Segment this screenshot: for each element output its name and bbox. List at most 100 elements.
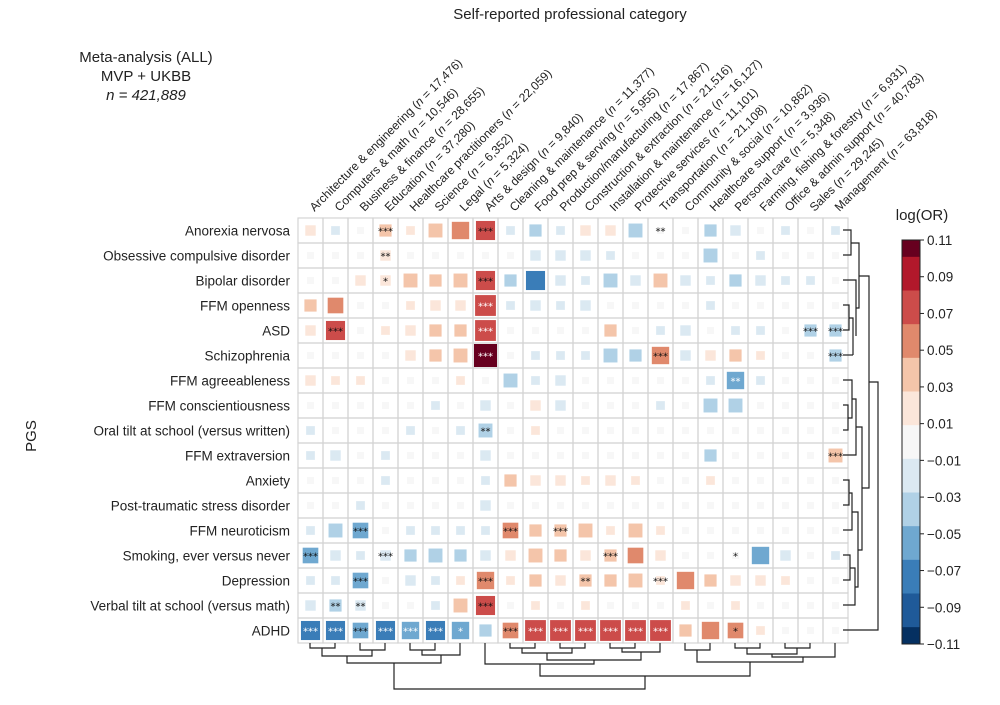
heatmap-cell (632, 252, 639, 259)
heatmap-cell (828, 448, 843, 463)
heatmap-cell (380, 250, 391, 261)
heatmap-cell (329, 599, 342, 612)
heatmap-cell (605, 475, 616, 486)
heatmap-cell (581, 276, 590, 285)
heatmap-cell (679, 624, 692, 637)
colorbar-label: log(OR) (896, 207, 949, 224)
significance-stars: *** (478, 327, 493, 338)
heatmap-cell (382, 352, 389, 359)
heatmap-cell (330, 550, 341, 561)
heatmap-cell (607, 377, 614, 384)
heatmap-cell (706, 476, 715, 485)
heatmap-cell (580, 225, 591, 236)
heatmap-cell (676, 571, 695, 590)
heatmap-cell (530, 300, 541, 311)
heatmap-cell (782, 302, 789, 309)
heatmap-grid: *** *** ***** ********* *** *** ****** *** *****… (297, 217, 849, 644)
heatmap-cell (807, 352, 814, 359)
heatmap-cell (607, 452, 614, 459)
heatmap-cell (581, 476, 590, 485)
heatmap-cell (757, 402, 764, 409)
heatmap-cell (581, 351, 590, 360)
significance-stars: *** (353, 527, 368, 538)
heatmap-cell (305, 375, 316, 386)
heatmap-cell (807, 477, 814, 484)
heatmap-cell (431, 401, 440, 410)
significance-stars: ** (331, 602, 341, 613)
heatmap-cell (657, 252, 664, 259)
significance-stars: * (733, 552, 738, 563)
row-label: FFM extraversion (185, 449, 290, 464)
heatmap-cell (425, 620, 446, 641)
row-label: FFM openness (200, 299, 290, 314)
colorbar-band (902, 240, 920, 258)
colorbar-tick-label: −0.11 (927, 637, 960, 652)
heatmap-cell (603, 348, 618, 363)
colorbar-tick-label: 0.03 (927, 380, 953, 395)
colorbar-band (902, 391, 920, 426)
heatmap-cell (507, 327, 514, 334)
heatmap-cell (707, 552, 714, 559)
colorbar-band (902, 290, 920, 325)
heatmap-cell (657, 377, 664, 384)
heatmap-cell (704, 449, 717, 462)
heatmap-cell (832, 427, 839, 434)
heatmap-cell (704, 224, 717, 237)
heatmap-cell (475, 295, 496, 316)
heatmap-cell (682, 227, 689, 234)
row-label: FFM neuroticism (189, 524, 290, 539)
heatmap-cell (832, 577, 839, 584)
heatmap-cell (380, 275, 391, 286)
heatmap-cell (578, 523, 593, 538)
heatmap-cell (630, 275, 641, 286)
heatmap-cell (307, 477, 314, 484)
heatmap-cell (632, 402, 639, 409)
heatmap-cell (406, 526, 415, 535)
heatmap-cell (506, 576, 515, 585)
heatmap-cell (480, 400, 491, 411)
colorbar-tick-label: −0.03 (927, 490, 961, 505)
heatmap-cell (507, 427, 514, 434)
heatmap-cell (732, 527, 739, 534)
row-label: Anxiety (246, 474, 291, 489)
colorbar-band (902, 559, 920, 594)
column-dendrogram (309, 643, 836, 690)
heatmap-cell (480, 550, 491, 561)
heatmap-cell (757, 502, 764, 509)
heatmap-cell (431, 526, 440, 535)
heatmap-cell (554, 524, 567, 537)
heatmap-cell (453, 273, 468, 288)
heatmap-cell (456, 376, 465, 385)
heatmap-cell (628, 573, 643, 588)
heatmap-cell (732, 452, 739, 459)
heatmap-cell (300, 620, 321, 641)
heatmap-cell (357, 402, 364, 409)
heatmap-cell (330, 450, 341, 461)
heatmap-cell (352, 622, 369, 639)
note-line-1: Meta-analysis (ALL) (79, 49, 212, 66)
heatmap-cell (632, 327, 639, 334)
heatmap-cell (507, 502, 514, 509)
heatmap-cell (405, 350, 416, 361)
heatmap-cell (807, 302, 814, 309)
heatmap-cell (357, 252, 364, 259)
heatmap-cell (325, 320, 346, 341)
heatmap-cell (582, 402, 589, 409)
heatmap-cell (381, 326, 390, 335)
significance-stars: *** (303, 627, 318, 638)
heatmap-cell (556, 301, 565, 310)
colorbar-tick-label: −0.05 (927, 527, 961, 542)
heatmap-cell (382, 577, 389, 584)
heatmap-cell (405, 575, 416, 586)
heatmap-cell (701, 621, 720, 640)
heatmap-cell (628, 223, 643, 238)
heatmap-cell (480, 500, 491, 511)
heatmap-cell (651, 346, 670, 365)
heatmap-cell (731, 601, 740, 610)
heatmap-cell (831, 226, 840, 235)
heatmap-cell (556, 226, 565, 235)
column-labels: Architecture & engineering (n = 17,476)C… (307, 56, 940, 214)
heatmap-cell (653, 273, 668, 288)
heatmap-cell (476, 571, 495, 590)
colorbar-band (902, 458, 920, 493)
